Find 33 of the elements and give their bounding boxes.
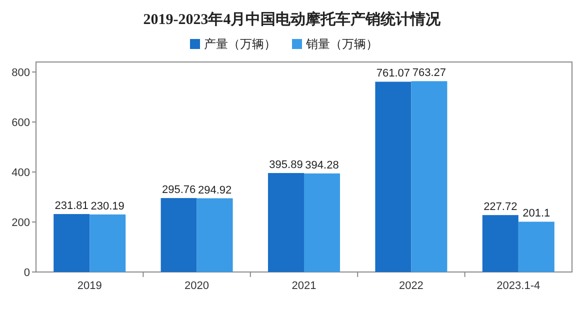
bar xyxy=(375,82,412,272)
x-tick-label: 2020 xyxy=(184,280,210,292)
data-label: 761.07 xyxy=(376,68,410,80)
x-tick-label: 2023.1-4 xyxy=(496,280,540,292)
data-label: 394.28 xyxy=(305,159,339,172)
data-label: 201.1 xyxy=(522,208,550,220)
bar xyxy=(160,198,197,272)
legend-label: 产量（万辆） xyxy=(204,37,276,51)
bar xyxy=(482,215,518,272)
bar xyxy=(268,173,304,272)
y-tick-label: 600 xyxy=(12,117,30,129)
data-label: 227.72 xyxy=(484,201,518,214)
bar xyxy=(411,81,448,272)
data-label: 294.92 xyxy=(198,184,232,196)
x-tick-label: 2021 xyxy=(292,280,316,292)
legend-label: 销量（万辆） xyxy=(305,37,378,51)
data-label: 230.19 xyxy=(90,200,124,212)
x-tick-label: 2022 xyxy=(398,280,424,292)
data-label: 231.81 xyxy=(54,200,88,212)
data-label: 763.27 xyxy=(412,67,446,80)
y-tick-label: 0 xyxy=(24,267,30,279)
bar xyxy=(90,214,126,272)
y-tick-label: 400 xyxy=(12,167,30,179)
chart-title: 2019-2023年4月中国电动摩托车产销统计情况 xyxy=(143,10,442,28)
y-tick-label: 800 xyxy=(12,67,30,79)
data-label: 395.89 xyxy=(269,159,303,172)
bar xyxy=(196,198,233,272)
bar xyxy=(54,214,90,272)
y-tick-label: 200 xyxy=(12,217,30,229)
x-tick-label: 2019 xyxy=(77,280,102,292)
bar xyxy=(518,222,554,272)
data-label: 295.76 xyxy=(162,184,196,196)
bar xyxy=(304,173,340,272)
